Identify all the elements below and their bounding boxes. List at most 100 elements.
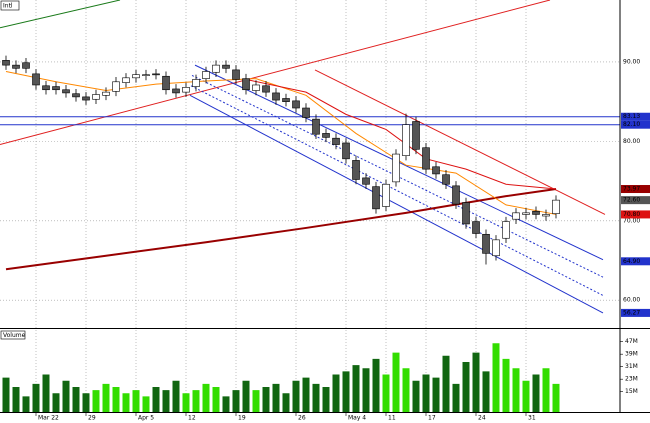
candle-body xyxy=(152,73,160,76)
candle-body xyxy=(332,137,340,145)
volume-bar xyxy=(212,387,220,412)
candle-body xyxy=(382,183,390,207)
price-label: 64.90 xyxy=(623,258,640,265)
volume-bar xyxy=(472,352,480,412)
volume-bar xyxy=(2,377,10,412)
x-tick-label: 17 xyxy=(428,415,436,422)
volume-bar xyxy=(552,383,560,412)
price-label: 72.60 xyxy=(623,197,640,204)
volume-tick-label: 23M xyxy=(625,376,638,383)
volume-bar xyxy=(22,396,30,412)
candle-body xyxy=(122,77,130,83)
candle-body xyxy=(512,212,520,220)
x-tick-label: Mar 22 xyxy=(38,415,59,422)
volume-bar xyxy=(512,368,520,412)
price-panel xyxy=(0,0,620,314)
volume-bar xyxy=(112,387,120,412)
candle-body xyxy=(42,85,50,91)
volume-tick-label: 47M xyxy=(625,338,638,345)
price-label-box xyxy=(621,196,650,205)
candle-body xyxy=(482,233,490,254)
candle-body xyxy=(352,160,360,180)
trend-line xyxy=(190,85,604,296)
trend-line xyxy=(189,94,604,314)
candle-body xyxy=(242,78,250,91)
candle-body xyxy=(172,88,180,94)
price-label-box xyxy=(621,210,650,219)
candle-body xyxy=(72,93,80,98)
volume-panel xyxy=(2,343,560,412)
candle-body xyxy=(202,71,210,79)
candle-body xyxy=(102,91,110,96)
volume-bar xyxy=(482,371,490,412)
volume-bar xyxy=(262,387,270,412)
y-tick-label: 70.00 xyxy=(623,217,640,224)
x-tick-label: Apr 5 xyxy=(138,415,154,422)
price-label-box xyxy=(621,257,650,266)
volume-bar xyxy=(342,371,350,412)
volume-bar xyxy=(492,343,500,412)
volume-bar xyxy=(232,390,240,412)
candle-body xyxy=(472,221,480,234)
candle-body xyxy=(212,64,220,73)
y-tick-label: 80.00 xyxy=(623,138,640,145)
trend-line xyxy=(0,0,551,146)
volume-bar xyxy=(122,393,130,412)
candle-body xyxy=(412,121,420,150)
x-tick-label: 26 xyxy=(298,415,306,422)
volume-bar xyxy=(372,358,380,412)
candle-body xyxy=(282,98,290,102)
volume-bar xyxy=(252,390,260,412)
candle-body xyxy=(372,186,380,210)
volume-bar xyxy=(42,374,50,412)
price-label: 83.13 xyxy=(623,113,640,120)
price-label-box xyxy=(621,120,650,129)
candle-body xyxy=(22,62,30,69)
axis: 90.00 80.00 70.00 60.00 Mar 22 29 Apr 5 12 19 26 M… xyxy=(35,58,650,422)
volume-bar xyxy=(182,393,190,412)
volume-tick-label: 39M xyxy=(625,351,638,358)
trend-line xyxy=(5,188,557,271)
volume-bar xyxy=(222,396,230,412)
candle-body xyxy=(192,79,200,87)
candle-body xyxy=(222,64,230,69)
price-label: 82.10 xyxy=(623,121,640,128)
volume-bar xyxy=(242,380,250,412)
price-label: 73.97 xyxy=(623,186,640,193)
volume-bar xyxy=(432,377,440,412)
candle-body xyxy=(112,81,120,92)
volume-bar xyxy=(142,396,150,412)
volume-bar xyxy=(322,387,330,412)
candle-body xyxy=(502,221,510,239)
volume-title: Volume xyxy=(3,332,26,339)
volume-tick-label: 31M xyxy=(625,363,638,370)
volume-bar xyxy=(442,355,450,412)
candle-body xyxy=(32,73,40,86)
price-grid xyxy=(0,0,620,412)
volume-bar xyxy=(102,383,110,412)
volume-bar xyxy=(402,368,410,412)
candle-body xyxy=(62,89,70,94)
candle-body xyxy=(52,86,60,91)
candle-body xyxy=(2,60,10,66)
volume-bar xyxy=(202,383,210,412)
candle-body xyxy=(252,84,260,91)
candle-body xyxy=(452,185,460,205)
candle-body xyxy=(312,118,320,135)
x-tick-label: 24 xyxy=(478,415,486,422)
x-tick-label: 11 xyxy=(388,415,396,422)
price-label-box xyxy=(621,112,650,121)
candle-body xyxy=(132,74,140,79)
x-tick-label: 29 xyxy=(88,415,96,422)
candle-body xyxy=(342,142,350,160)
trend-line xyxy=(314,69,606,215)
volume-bar xyxy=(422,374,430,412)
candle-body xyxy=(82,96,90,101)
volume-bar xyxy=(132,390,140,412)
x-tick-label: May 4 xyxy=(348,415,366,422)
volume-bar xyxy=(162,390,170,412)
candle-body xyxy=(462,202,470,225)
volume-bar xyxy=(312,383,320,412)
volume-bar xyxy=(352,365,360,412)
